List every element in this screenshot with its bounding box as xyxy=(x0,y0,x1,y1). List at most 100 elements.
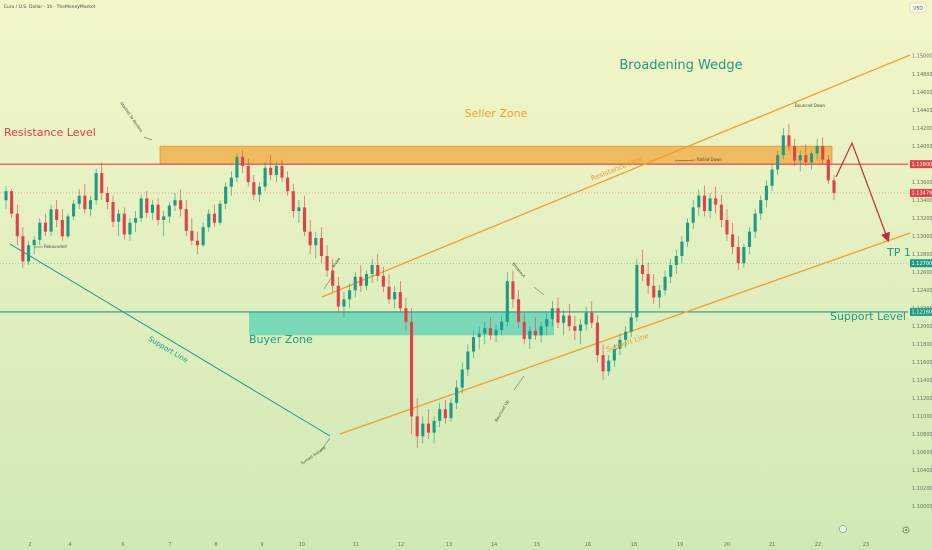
candle-body xyxy=(224,186,228,204)
time-axis[interactable]: 2 4 6 7 8 9 10 11 12 13 14 15 16 18 19 20 21 22 23 xyxy=(28,542,869,548)
candle-body xyxy=(77,195,81,204)
candle-body xyxy=(404,308,408,322)
price-badge-label: 1.12700 xyxy=(912,261,932,267)
candle-body xyxy=(719,204,723,220)
candle-body xyxy=(43,222,47,232)
time-tick-label: 6 xyxy=(121,542,124,548)
breakout-arrow xyxy=(533,286,545,296)
support-trend-line xyxy=(9,243,331,437)
candle-body xyxy=(511,281,515,300)
candle-body xyxy=(449,402,453,419)
bounced-up-arrow xyxy=(513,375,525,391)
candle-body xyxy=(117,213,121,222)
tp1-label: TP 1 xyxy=(886,246,911,259)
candle-body xyxy=(460,369,464,388)
candle-body xyxy=(426,423,430,433)
candle-body xyxy=(314,238,318,246)
price-tick-label: 1.12000 xyxy=(912,324,932,330)
candle-body xyxy=(443,409,447,419)
candle-body xyxy=(539,326,543,336)
price-tick-label: 1.13200 xyxy=(912,216,932,222)
candle-body xyxy=(15,213,19,237)
turned-around-arrow xyxy=(319,437,331,453)
candle-body xyxy=(674,256,678,266)
seller-zone-label: Seller Zone xyxy=(465,107,528,120)
candle-body xyxy=(195,240,200,246)
timezone-icon[interactable] xyxy=(839,525,847,533)
currency-badge xyxy=(909,2,927,13)
candle-body xyxy=(646,274,650,286)
candle-body xyxy=(21,236,25,262)
candle-body xyxy=(291,191,295,211)
candle-body xyxy=(500,321,504,330)
time-tick-label: 21 xyxy=(769,542,775,548)
settings-gear-icon[interactable] xyxy=(902,526,910,534)
candle-body xyxy=(134,218,138,223)
candle-body xyxy=(533,330,538,336)
candle-body xyxy=(528,330,532,339)
projection-path xyxy=(835,141,890,243)
price-badge-label: 1.13800 xyxy=(912,162,932,168)
candle-body xyxy=(725,220,729,235)
candle-body xyxy=(624,331,628,340)
candle-body xyxy=(263,167,267,187)
price-badge xyxy=(910,307,932,316)
candle-body xyxy=(776,155,780,170)
candle-body xyxy=(207,213,211,228)
symbol-title: Euro / U.S. Dollar · 1h · TheMoneyMarket xyxy=(4,4,96,10)
time-tick-label: 23 xyxy=(863,542,869,548)
buyer-zone-label: Buyer Zone xyxy=(249,333,313,346)
price-tick-label: 1.10000 xyxy=(912,504,932,510)
candle-body xyxy=(657,290,661,298)
price-tick-label: 1.10200 xyxy=(912,486,932,492)
price-tick-label: 1.14800 xyxy=(912,72,932,78)
candle-body xyxy=(10,191,14,214)
candle-body xyxy=(747,231,752,248)
time-tick-label: 19 xyxy=(677,542,683,548)
candle-body xyxy=(190,230,194,241)
candle-body xyxy=(764,185,768,201)
candle-body xyxy=(505,281,509,322)
candle-body xyxy=(793,146,797,161)
candle-body xyxy=(545,319,549,327)
candle-body xyxy=(235,156,239,178)
time-tick-label: 16 xyxy=(585,542,591,548)
price-tick-label: 1.12600 xyxy=(912,270,932,276)
candle-body xyxy=(342,299,346,307)
price-tick-label: 1.11200 xyxy=(912,396,932,402)
price-badge xyxy=(910,259,932,268)
started-to-decline-arrow xyxy=(143,136,153,141)
candle-body xyxy=(252,182,256,195)
candle-body xyxy=(376,265,380,276)
price-tick-label: 1.11600 xyxy=(912,360,932,366)
candle-body xyxy=(381,275,385,287)
candle-body xyxy=(618,339,622,349)
candle-body xyxy=(122,213,126,235)
candle-body xyxy=(702,195,706,211)
candle-body xyxy=(432,420,436,433)
price-axis[interactable]: 1.10000 1.10200 1.10400 1.10600 1.10800 1.110… xyxy=(910,54,932,510)
price-tick-label: 1.11000 xyxy=(912,414,932,420)
candle-body xyxy=(212,213,216,223)
time-tick-label: 4 xyxy=(68,542,71,548)
price-tick-label: 1.14000 xyxy=(912,144,932,150)
candle-body xyxy=(697,195,701,208)
candle-body xyxy=(635,265,639,318)
candle-body xyxy=(269,167,273,175)
candle-body xyxy=(201,227,205,246)
currency-label: USD xyxy=(913,6,923,12)
candle-body xyxy=(286,177,290,192)
time-tick-label: 13 xyxy=(446,542,452,548)
candle-body xyxy=(257,186,262,195)
candle-body xyxy=(471,337,476,352)
price-tick-label: 1.13000 xyxy=(912,234,932,240)
candle-body xyxy=(742,247,746,264)
candle-body xyxy=(517,299,521,322)
candle-body xyxy=(438,409,442,421)
candle-body xyxy=(156,204,160,220)
price-tick-label: 1.12400 xyxy=(912,288,932,294)
candle-body xyxy=(652,285,656,298)
candle-body xyxy=(319,238,323,257)
candle-body xyxy=(815,146,819,154)
